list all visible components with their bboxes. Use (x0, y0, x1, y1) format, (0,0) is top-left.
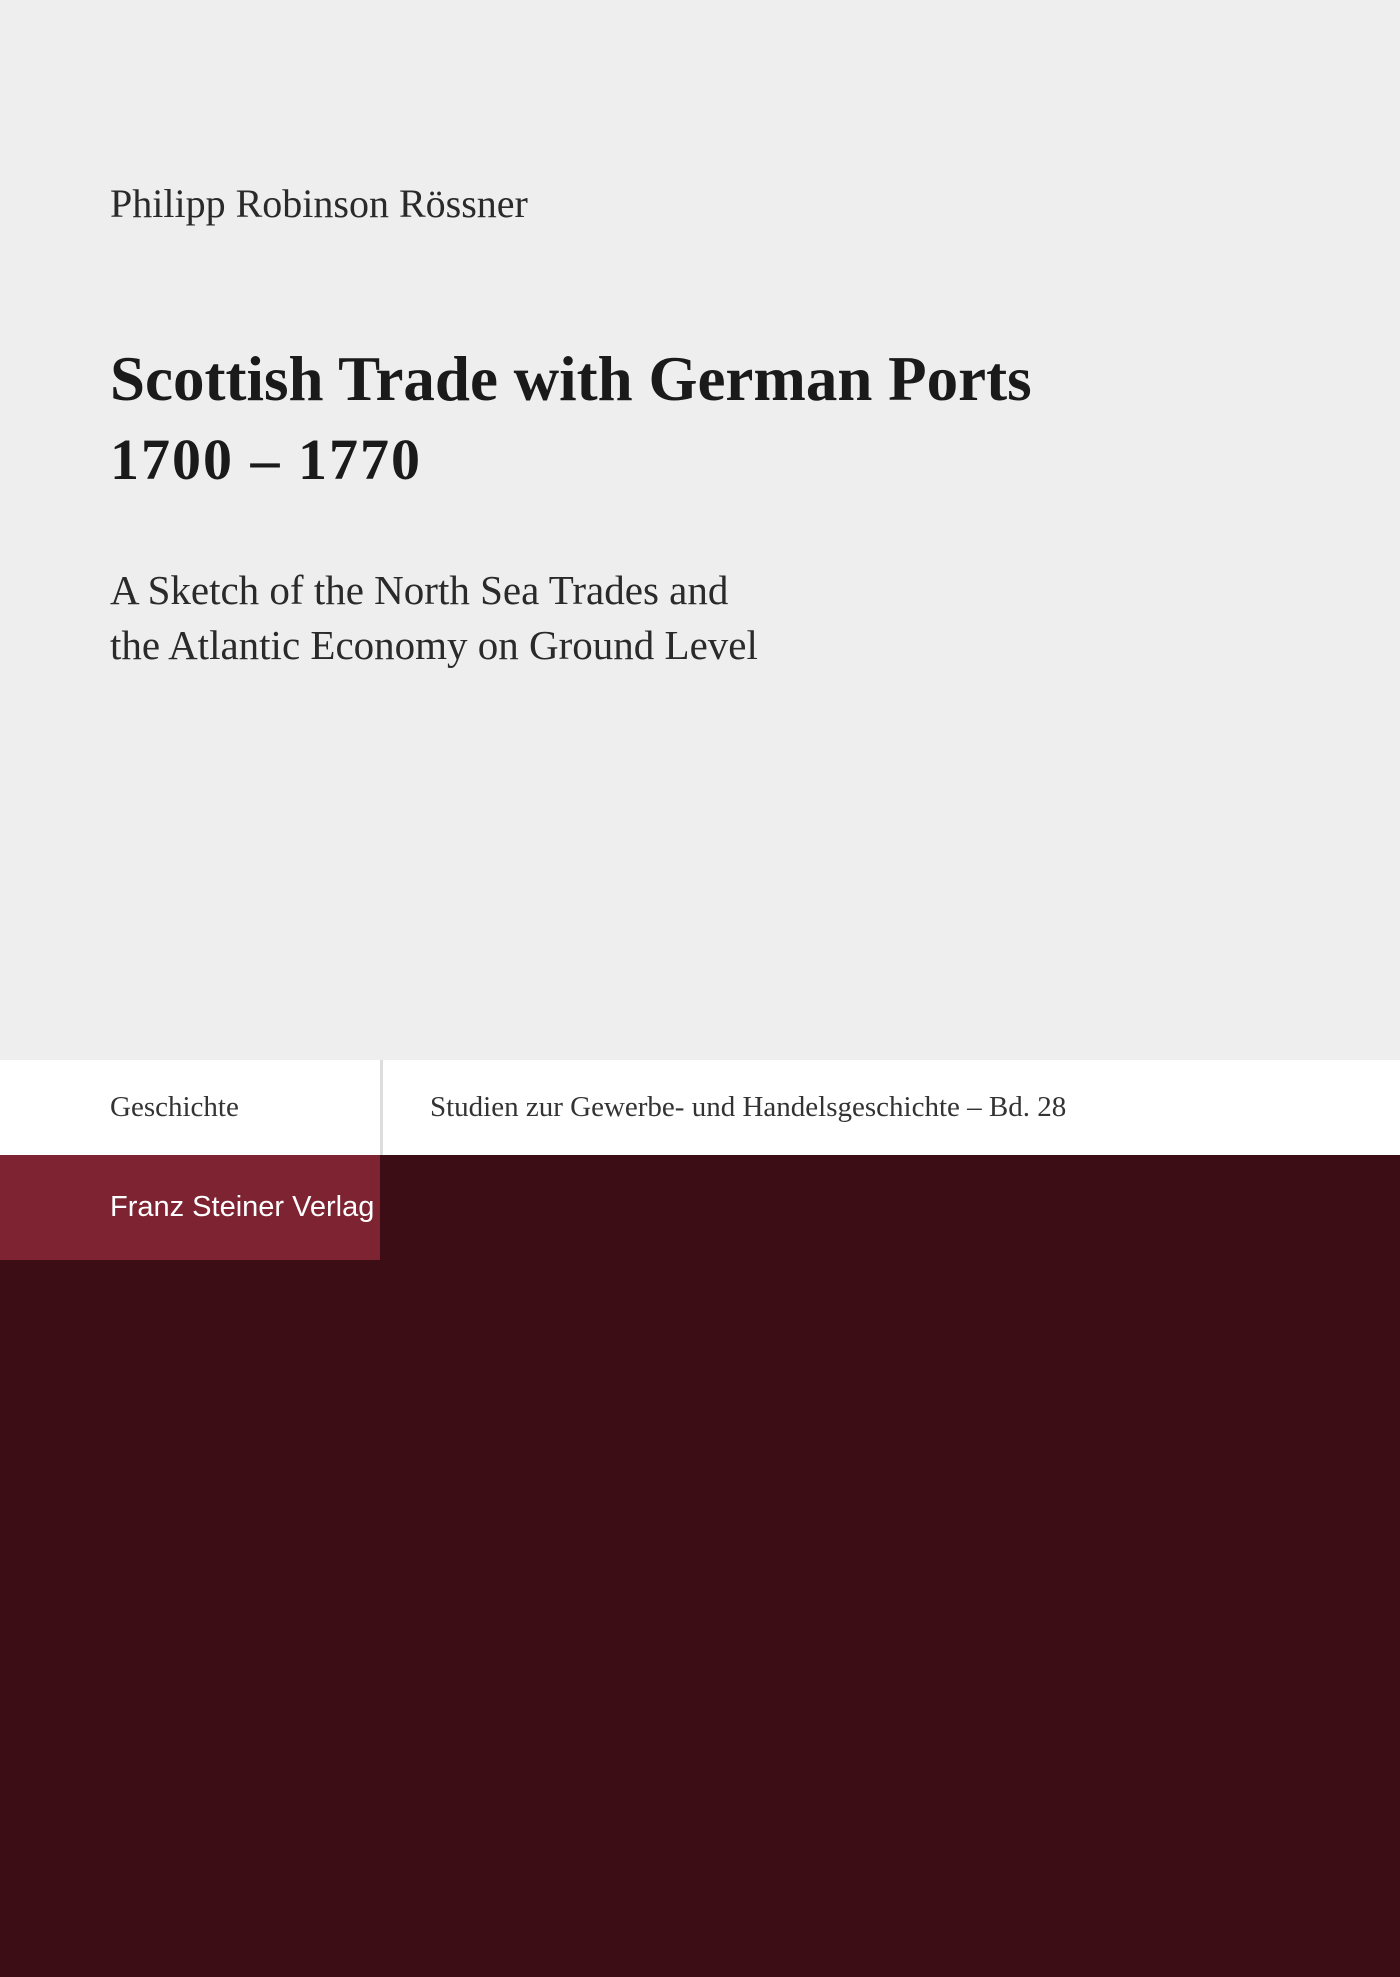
author-name: Philipp Robinson Rössner (110, 180, 1290, 227)
series-cell: Studien zur Gewerbe- und Handelsgeschich… (380, 1060, 1400, 1155)
publisher-band: Franz Steiner Verlag (0, 1155, 1400, 1260)
cover-lower-section (0, 1260, 1400, 1977)
category-cell: Geschichte (0, 1060, 380, 1155)
book-title-dates: 1700 – 1770 (110, 426, 1290, 493)
cover-upper-section: Philipp Robinson Rössner Scottish Trade … (0, 0, 1400, 1060)
series-label: Studien zur Gewerbe- und Handelsgeschich… (430, 1091, 1066, 1124)
category-label: Geschichte (110, 1091, 239, 1124)
book-subtitle: A Sketch of the North Sea Trades and the… (110, 563, 1290, 674)
publisher-right-fill (380, 1155, 1400, 1260)
book-title: Scottish Trade with German Ports (110, 342, 1290, 418)
publisher-cell: Franz Steiner Verlag (0, 1155, 380, 1260)
subtitle-line2: the Atlantic Economy on Ground Level (110, 622, 758, 668)
subtitle-line1: A Sketch of the North Sea Trades and (110, 567, 728, 613)
publisher-label: Franz Steiner Verlag (110, 1191, 374, 1224)
band-divider (380, 1060, 383, 1155)
category-series-band: Geschichte Studien zur Gewerbe- und Hand… (0, 1060, 1400, 1155)
